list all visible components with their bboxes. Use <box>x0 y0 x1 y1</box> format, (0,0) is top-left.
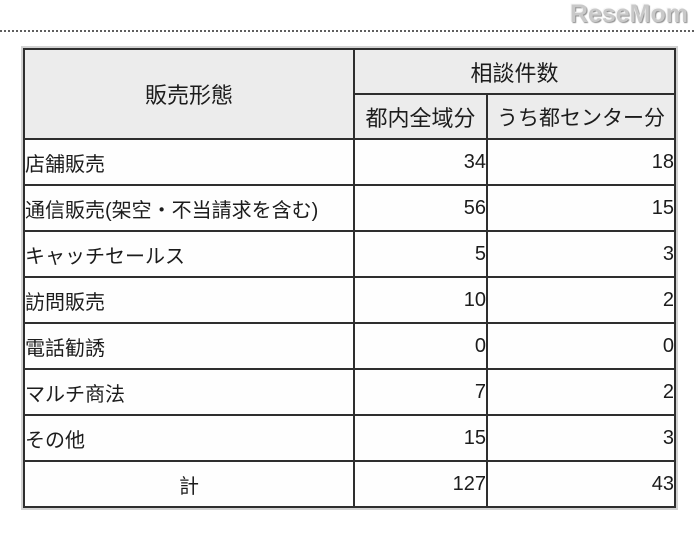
row-label: 訪問販売 <box>23 276 355 324</box>
cell-tokyo-total: 10 <box>353 276 488 324</box>
total-row-label: 計 <box>23 460 355 508</box>
cell-center-count: 18 <box>485 138 677 186</box>
header-consultation-count: 相談件数 <box>352 48 677 95</box>
table-row: キャッチセールス 5 3 <box>23 230 677 278</box>
row-label: 店舗販売 <box>23 138 355 186</box>
cell-center-count: 3 <box>485 414 677 462</box>
header-metro-center-share: うち都センター分 <box>485 93 677 140</box>
cell-center-count: 0 <box>485 322 677 370</box>
header-row-sub: 都内全域分 うち都センター分 <box>24 93 677 140</box>
cell-center-count: 15 <box>485 184 677 232</box>
cell-tokyo-total: 0 <box>353 322 488 370</box>
total-cell-center: 43 <box>485 460 677 508</box>
cell-center-count: 3 <box>485 230 677 278</box>
dotted-divider <box>0 30 694 32</box>
resemom-logo: ReseMom <box>569 0 688 28</box>
cell-tokyo-total: 34 <box>353 138 488 186</box>
cell-center-count: 2 <box>485 276 677 324</box>
table-row: 店舗販売 34 18 <box>23 138 677 186</box>
row-label: その他 <box>23 414 355 462</box>
cell-tokyo-total: 5 <box>353 230 488 278</box>
table-row: その他 15 3 <box>23 414 677 462</box>
header-sales-format: 販売形態 <box>23 48 355 140</box>
cell-tokyo-total: 15 <box>353 414 488 462</box>
cell-tokyo-total: 56 <box>353 184 488 232</box>
header-row-group: 販売形態 相談件数 <box>23 48 677 140</box>
total-row: 計 127 43 <box>23 460 677 508</box>
table-row: 電話勧誘 0 0 <box>23 322 677 370</box>
row-label: キャッチセールス <box>23 230 355 278</box>
row-label: 通信販売(架空・不当請求を含む) <box>23 184 355 232</box>
row-label: 電話勧誘 <box>23 322 355 370</box>
table-row: 訪問販売 10 2 <box>23 276 677 324</box>
table-row: 通信販売(架空・不当請求を含む) 56 15 <box>23 184 677 232</box>
cell-tokyo-total: 7 <box>353 368 488 416</box>
cell-center-count: 2 <box>485 368 677 416</box>
consultation-count-table: 販売形態 相談件数 都内全域分 うち都センター分 店舗販売 34 18 通信販売… <box>23 48 677 508</box>
row-label: マルチ商法 <box>23 368 355 416</box>
header-tokyo-area-total: 都内全域分 <box>353 93 488 140</box>
total-cell-tokyo: 127 <box>353 460 488 508</box>
table-row: マルチ商法 7 2 <box>23 368 677 416</box>
